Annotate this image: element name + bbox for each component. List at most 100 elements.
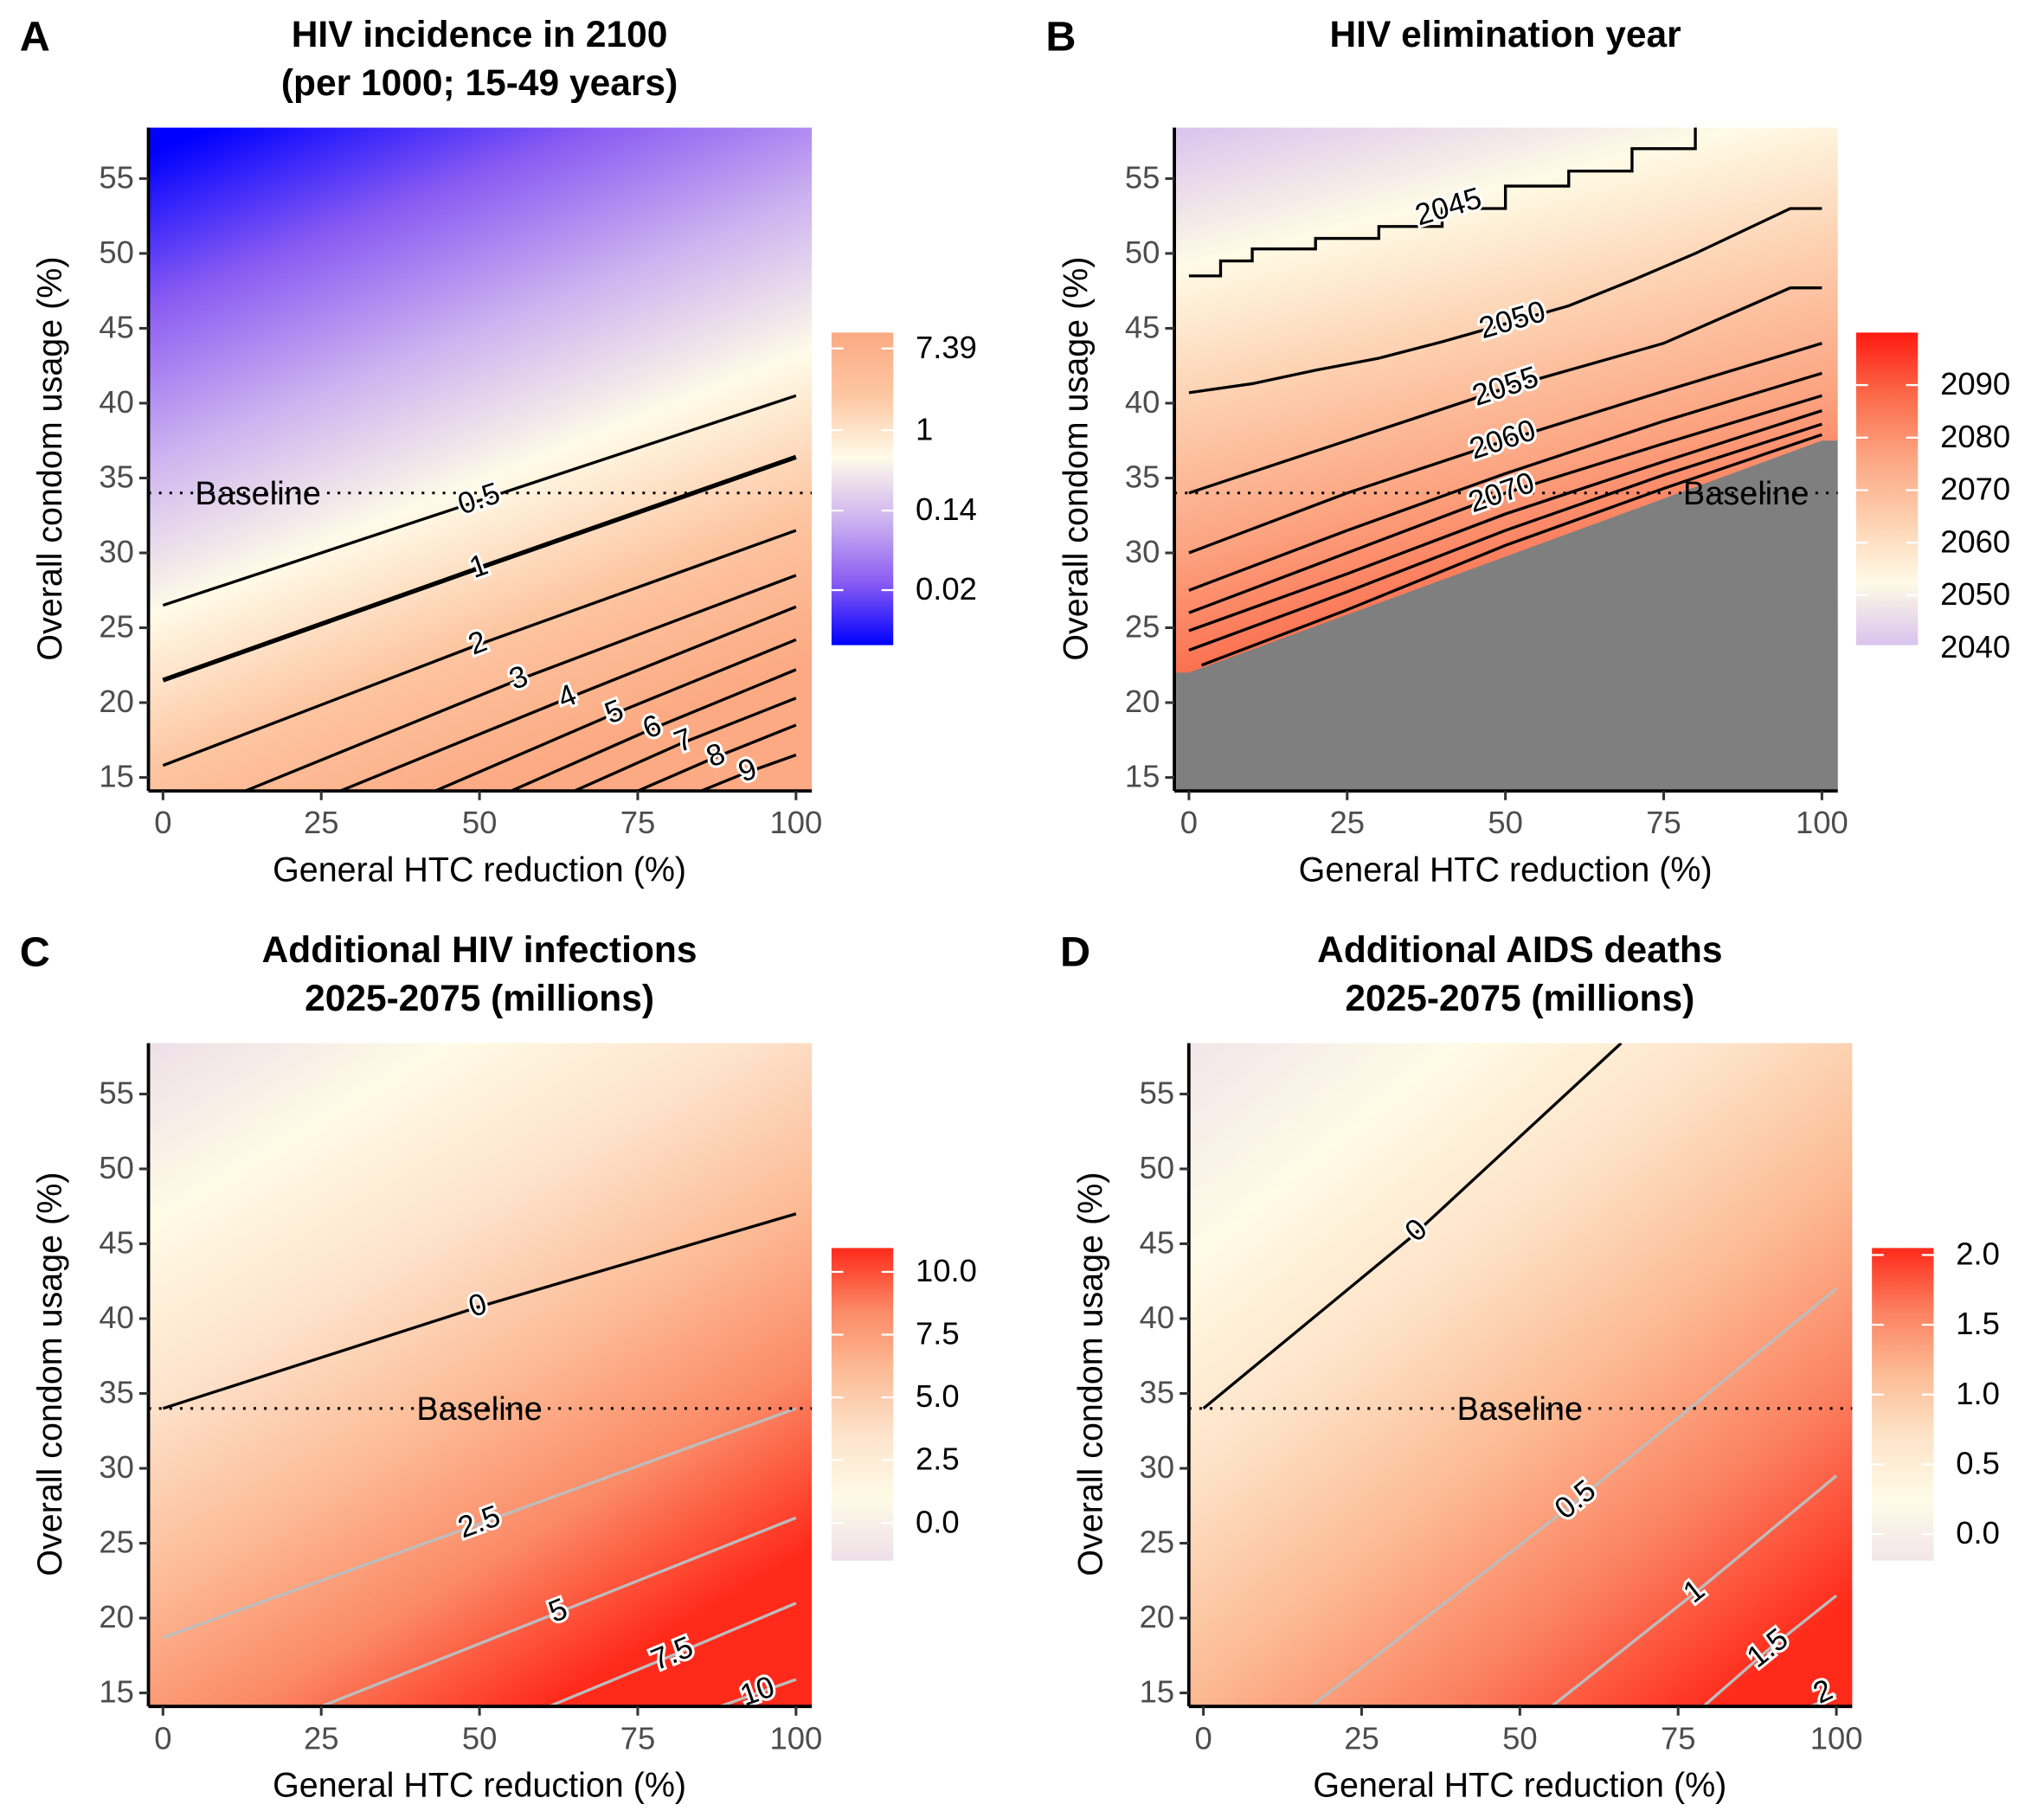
contour-line (162, 1407, 797, 1640)
y-tick-label: 30 (99, 534, 134, 569)
contours (162, 394, 797, 792)
x-tick-label: 100 (769, 1720, 822, 1756)
y-axis-label: Overall condom usage (%) (1071, 1172, 1109, 1576)
y-axis-label: Overall condom usage (%) (31, 257, 69, 661)
colorbar-tick-label: 1 (916, 411, 933, 446)
x-axis-label: General HTC reduction (%) (1313, 1767, 1726, 1805)
y-tick-label: 20 (1125, 684, 1160, 719)
x-tick-label: 0 (154, 1720, 171, 1756)
colorbar-tick-label: 2060 (1940, 523, 2010, 559)
colorbar (1872, 1248, 1934, 1561)
contour-line (1188, 207, 1822, 395)
y-tick-label: 15 (1125, 759, 1160, 794)
x-tick-label: 50 (462, 805, 498, 840)
contour-line (320, 1516, 797, 1707)
contour-line (637, 723, 797, 792)
y-tick-label: 40 (1140, 1300, 1175, 1335)
contour-line (1200, 433, 1822, 667)
contour-line (1550, 1474, 1838, 1707)
y-tick-label: 30 (99, 1449, 134, 1485)
y-tick-label: 50 (99, 1150, 134, 1185)
contour-line (548, 1602, 797, 1707)
contour-line (719, 1678, 797, 1707)
x-axis-label: General HTC reduction (%) (273, 1767, 686, 1805)
contour-line (1188, 286, 1822, 495)
y-tick-label: 40 (99, 1300, 134, 1335)
contour-line (1188, 422, 1822, 652)
y-tick-label: 25 (1140, 1525, 1175, 1560)
chart-title: 2025-2075 (millions) (305, 979, 654, 1019)
contour-line (1188, 371, 1822, 592)
contour-line (339, 605, 797, 792)
colorbar-tick-label: 0.14 (916, 491, 977, 527)
x-tick-label: 50 (1502, 1720, 1538, 1756)
contours (162, 1212, 797, 1707)
colorbar-tick-label: 0.0 (916, 1504, 960, 1539)
x-axis-label: General HTC reduction (%) (1299, 851, 1713, 889)
colorbar-tick-label: 2.0 (1956, 1236, 2000, 1272)
y-tick-label: 30 (1140, 1449, 1175, 1485)
contour-line (434, 638, 797, 792)
x-tick-label: 75 (620, 1720, 656, 1756)
contour-line (1309, 1287, 1838, 1707)
colorbar (831, 332, 894, 645)
heatmap (148, 1043, 813, 1707)
y-tick-label: 35 (1140, 1375, 1175, 1410)
y-tick-label: 25 (1125, 609, 1160, 645)
colorbar-tick-label: 1.0 (1956, 1376, 2000, 1411)
colorbar-tick-label: 5.0 (916, 1378, 960, 1414)
y-tick-label: 55 (1125, 160, 1160, 196)
x-tick-label: 100 (1810, 1720, 1863, 1756)
colorbar-tick-label: 7.39 (916, 330, 977, 365)
x-tick-label: 75 (620, 805, 656, 840)
baseline-label: Baseline (416, 1391, 543, 1428)
heatmap (1188, 1043, 1853, 1707)
y-tick-label: 55 (99, 160, 134, 196)
colorbar-tick-label: 2040 (1940, 629, 2010, 665)
colorbar-tick-label: 0.5 (1956, 1446, 2000, 1481)
x-tick-label: 25 (1344, 1720, 1379, 1756)
y-tick-label: 55 (99, 1075, 134, 1111)
colorbar-tick-label: 7.5 (916, 1316, 960, 1352)
y-tick-label: 35 (99, 1375, 134, 1410)
panel-letter: C (20, 929, 50, 976)
baseline-label: Baseline (195, 476, 321, 512)
y-axis-label: Overall condom usage (%) (31, 1172, 69, 1576)
heatmap (148, 127, 813, 792)
x-tick-label: 50 (1488, 805, 1523, 840)
x-tick-label: 75 (1646, 805, 1681, 840)
contour-line (162, 1212, 797, 1410)
colorbar-tick-label: 1.5 (1956, 1306, 2000, 1341)
y-tick-label: 25 (99, 609, 134, 645)
contour-line (162, 454, 797, 683)
x-tick-label: 75 (1661, 1720, 1696, 1756)
contour-line (1702, 1594, 1838, 1707)
y-tick-label: 35 (1125, 459, 1160, 495)
y-tick-label: 50 (99, 234, 134, 270)
x-tick-label: 100 (1796, 805, 1848, 840)
contours (1202, 1043, 1838, 1707)
y-tick-label: 50 (1140, 1150, 1175, 1185)
y-tick-label: 50 (1125, 234, 1160, 270)
x-tick-label: 0 (1194, 1720, 1212, 1756)
chart-title: HIV incidence in 2100 (292, 15, 668, 55)
y-tick-label: 45 (1125, 310, 1160, 345)
colorbar-tick-label: 2080 (1940, 419, 2010, 454)
colorbar-tick-label: 2.5 (916, 1441, 960, 1477)
contours (1188, 127, 1822, 667)
y-tick-label: 30 (1125, 534, 1160, 569)
colorbar (1855, 332, 1919, 645)
x-tick-label: 25 (304, 1720, 339, 1756)
y-tick-label: 45 (1140, 1225, 1175, 1261)
chart-title: 2025-2075 (millions) (1345, 979, 1694, 1019)
y-tick-label: 45 (99, 310, 134, 345)
x-tick-label: 100 (769, 805, 822, 840)
x-tick-label: 50 (462, 1720, 498, 1756)
y-tick-label: 45 (99, 1225, 134, 1261)
baseline-label: Baseline (1457, 1391, 1584, 1428)
y-tick-label: 20 (99, 684, 134, 719)
contour-line (162, 394, 797, 607)
contour-line (1202, 1043, 1623, 1410)
colorbar (831, 1248, 894, 1561)
